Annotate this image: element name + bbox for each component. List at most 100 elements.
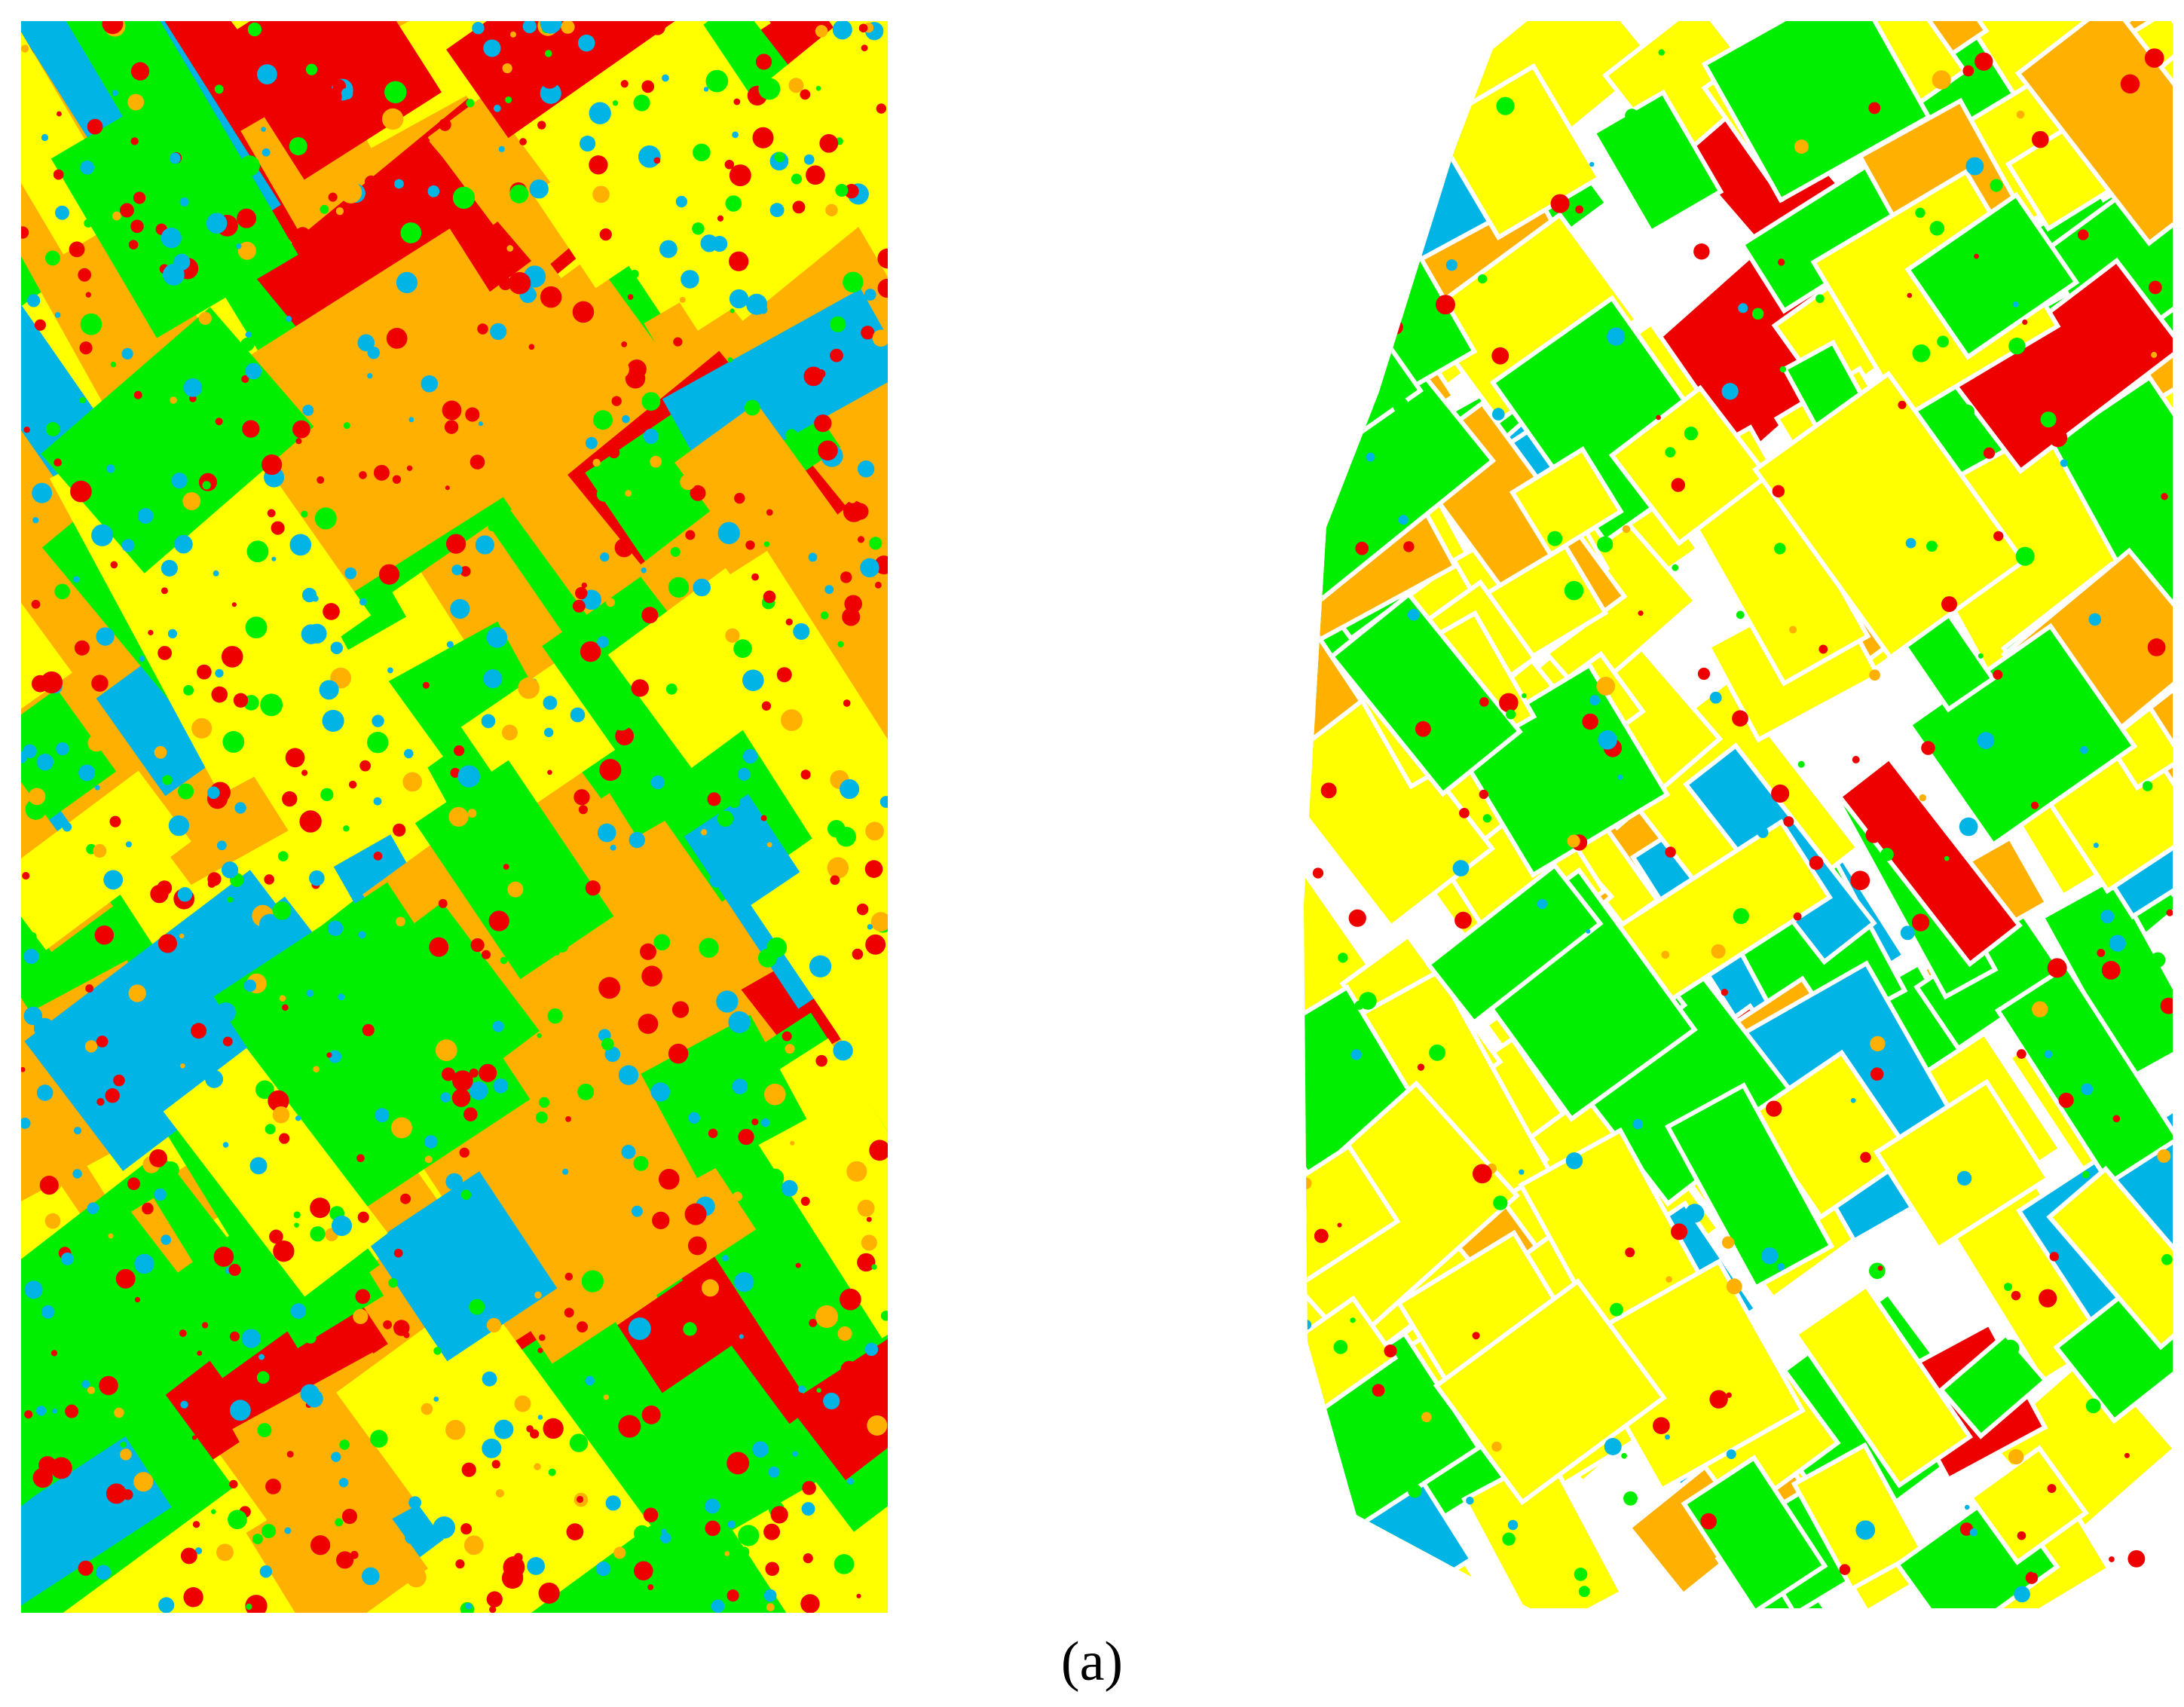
speckle (393, 823, 406, 837)
speckle (864, 1342, 879, 1357)
speckle (180, 1063, 185, 1069)
speckle (2004, 1283, 2012, 1292)
speckle (1629, 1103, 1644, 1120)
speckle (600, 1225, 618, 1243)
speckle (800, 1594, 820, 1613)
speckle (2124, 1452, 2130, 1458)
speckle (1912, 344, 1931, 363)
speckle (1666, 1276, 1672, 1283)
speckle (555, 939, 569, 953)
speckle (106, 1329, 118, 1341)
speckle (272, 901, 292, 920)
speckle (1911, 913, 1930, 932)
speckle (1597, 536, 1614, 552)
speckle (289, 61, 298, 69)
field (1967, 1445, 2089, 1565)
speckle (122, 1489, 133, 1501)
speckle (213, 1247, 234, 1267)
speckle (162, 775, 173, 785)
speckle (2097, 948, 2106, 957)
speckle (384, 81, 407, 103)
speckle (482, 1371, 497, 1387)
speckle (2016, 110, 2025, 119)
speckle (2101, 960, 2121, 980)
speckle (183, 1066, 201, 1084)
speckle (1638, 610, 1644, 616)
speckle (2032, 130, 2049, 148)
speckle (2025, 1571, 2039, 1584)
speckle (270, 1433, 278, 1442)
speckle (120, 1449, 132, 1461)
speckle (268, 1090, 289, 1112)
speckle (725, 628, 740, 643)
speckle (766, 842, 772, 848)
speckle (228, 1263, 241, 1276)
speckle (729, 164, 751, 187)
speckle (734, 1272, 754, 1292)
speckle (724, 1551, 730, 1556)
field (593, 117, 779, 331)
speckle (201, 1322, 209, 1329)
speckle (1574, 1568, 1588, 1581)
speckle (744, 1326, 761, 1343)
speckle (2088, 613, 2102, 626)
speckle (157, 880, 173, 896)
speckle (585, 880, 601, 896)
speckle (869, 537, 882, 550)
speckle (820, 611, 829, 619)
speckle (800, 1233, 812, 1245)
speckle (381, 108, 404, 130)
speckle (580, 135, 596, 152)
speckle (293, 1211, 301, 1219)
speckle (1709, 691, 1722, 704)
speckle (282, 1004, 289, 1011)
speckle (1621, 1452, 1627, 1459)
speckle (1733, 907, 1749, 925)
speckle (1990, 179, 2003, 192)
speckle (121, 1517, 135, 1531)
speckle (105, 1088, 120, 1103)
speckle (258, 1354, 265, 1360)
speckle (1604, 1437, 1622, 1455)
speckle (690, 485, 706, 501)
speckle (633, 1155, 649, 1171)
speckle (576, 1495, 584, 1504)
speckle (494, 1419, 514, 1439)
speckle (623, 44, 632, 52)
speckle (705, 1520, 720, 1537)
speckle (134, 1296, 141, 1303)
speckle (84, 1040, 98, 1053)
speckle (290, 1303, 307, 1319)
speckle (448, 806, 469, 827)
speckle (1366, 1526, 1385, 1546)
speckle (133, 390, 142, 399)
speckle (324, 87, 342, 106)
speckle (2160, 997, 2173, 1014)
speckle (294, 45, 317, 67)
speckle (605, 1495, 621, 1511)
speckle (108, 1233, 114, 1239)
speckle (319, 680, 339, 700)
speckle (262, 454, 283, 476)
speckle (763, 1307, 781, 1325)
speckle (78, 1560, 93, 1576)
caption: (a) (1060, 1631, 1124, 1693)
speckle (234, 802, 246, 814)
speckle (1964, 1504, 1970, 1510)
speckle (548, 1468, 556, 1476)
speckle (38, 1456, 57, 1474)
speckle (815, 25, 828, 38)
speckle (699, 938, 719, 958)
speckle (508, 271, 531, 295)
speckle (167, 629, 178, 639)
field (369, 1171, 558, 1362)
speckle (1436, 295, 1456, 315)
speckle (54, 312, 61, 318)
speckle (1408, 1484, 1422, 1498)
speckle (338, 993, 345, 1001)
speckle (328, 192, 338, 202)
speckle (388, 1278, 398, 1288)
speckle (455, 1559, 465, 1569)
speckle (621, 1145, 636, 1159)
speckle (1978, 653, 1984, 659)
